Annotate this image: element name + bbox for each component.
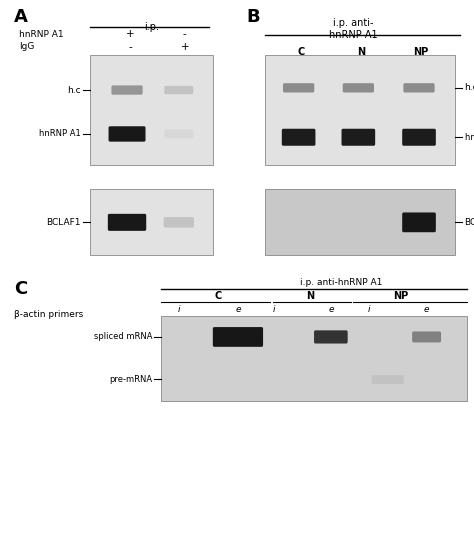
Text: +: + [126,29,135,39]
FancyBboxPatch shape [372,375,404,384]
Text: -: - [128,42,132,52]
Text: hnRNP A1: hnRNP A1 [19,30,64,38]
Text: i.p. anti-hnRNP A1: i.p. anti-hnRNP A1 [300,278,383,287]
Text: B: B [246,8,260,26]
Text: NP: NP [413,47,428,57]
Text: N: N [306,292,315,301]
Text: +: + [181,42,189,52]
Text: N: N [357,47,366,57]
Text: BCLAF1: BCLAF1 [46,218,81,227]
Text: i.p. anti-: i.p. anti- [333,18,374,27]
Bar [265,189,455,255]
FancyBboxPatch shape [402,128,436,145]
Text: C: C [214,292,222,301]
Text: A: A [14,8,28,26]
Text: e: e [328,305,334,313]
FancyBboxPatch shape [108,214,146,231]
Text: C: C [14,280,27,298]
FancyBboxPatch shape [164,217,194,227]
Text: -: - [183,29,187,39]
Text: hnRNP A1: hnRNP A1 [329,30,377,40]
FancyBboxPatch shape [402,212,436,232]
Text: hnRNP A1: hnRNP A1 [465,133,474,142]
Text: C: C [297,47,305,57]
FancyBboxPatch shape [283,83,314,92]
Text: spliced mRNA: spliced mRNA [94,333,153,341]
FancyBboxPatch shape [111,85,143,94]
Text: h.c.: h.c. [465,83,474,92]
FancyBboxPatch shape [282,128,316,145]
FancyBboxPatch shape [341,128,375,145]
Text: β-actin primers: β-actin primers [14,310,83,318]
Text: BCLAF1: BCLAF1 [465,218,474,227]
FancyBboxPatch shape [314,330,348,344]
Bar [161,316,467,401]
Bar [265,55,455,165]
Text: i: i [273,305,275,313]
Text: i: i [178,305,181,313]
Text: i: i [367,305,370,313]
Text: e: e [235,305,241,313]
Text: NP: NP [393,292,408,301]
Text: pre-mRNA: pre-mRNA [109,375,153,384]
Text: IgG: IgG [19,42,34,51]
Text: hnRNP A1: hnRNP A1 [39,130,81,138]
FancyBboxPatch shape [403,83,435,92]
Bar [90,189,213,255]
FancyBboxPatch shape [412,332,441,343]
Bar [90,55,213,165]
FancyBboxPatch shape [164,86,193,94]
Text: e: e [424,305,429,313]
FancyBboxPatch shape [109,126,146,142]
Text: i.p.: i.p. [144,22,159,32]
FancyBboxPatch shape [213,327,263,347]
FancyBboxPatch shape [164,130,193,138]
FancyBboxPatch shape [343,83,374,92]
Text: h.c: h.c [67,86,81,94]
